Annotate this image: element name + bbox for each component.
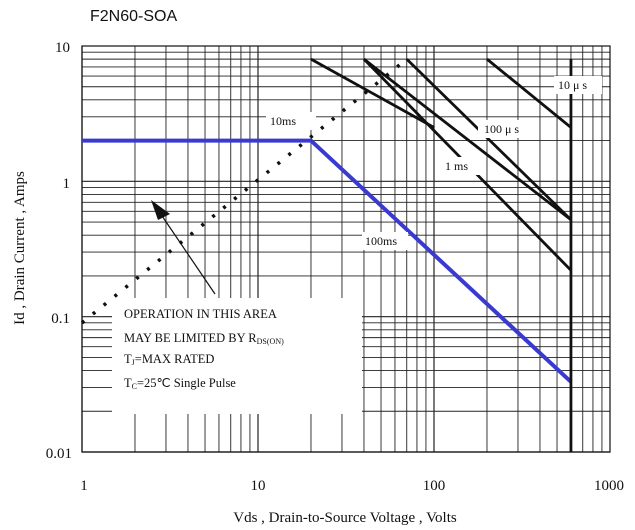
label-10ms: 10ms [270, 114, 296, 128]
note-line-1: OPERATION IN THIS AREA [124, 307, 277, 321]
label-10us: 10 μ s [558, 78, 587, 92]
soa-limit-line [82, 138, 573, 384]
label-10us-bg [554, 76, 602, 94]
x-axis-label: Vds , Drain-to-Source Voltage , Volts [233, 510, 457, 526]
arrowhead [151, 200, 170, 220]
y-tick-1: 1 [63, 176, 71, 192]
label-1ms-bg [440, 157, 482, 175]
label-100us-bg [478, 120, 538, 138]
pulse-line-10μs [486, 58, 572, 129]
label-1ms: 1 ms [445, 159, 468, 173]
rds-on-limit-line [80, 57, 408, 325]
pulse-line-100μs [405, 58, 572, 221]
x-tick-100: 100 [423, 478, 446, 494]
label-100ms-bg [362, 232, 408, 250]
note-line-2: MAY BE LIMITED BY RDS(ON) [124, 331, 284, 346]
y-axis-label: Id , Drain Current , Amps [12, 171, 28, 325]
x-tick-1000: 1000 [594, 478, 624, 494]
y-tick-0.01: 0.01 [46, 446, 72, 462]
note-arrow [157, 209, 216, 295]
y-tick-10: 10 [55, 40, 70, 56]
label-100us: 100 μ s [484, 122, 519, 136]
pulse-line-1ms [363, 58, 572, 221]
chart-title: F2N60-SOA [90, 8, 178, 25]
label-100ms: 100ms [365, 234, 397, 248]
y-tick-0.1: 0.1 [51, 311, 70, 327]
note-line-3: TJ=MAX RATED [124, 352, 214, 367]
pulse-line-10ms [310, 57, 435, 129]
label-10ms-bg [266, 112, 316, 130]
note-box [112, 298, 362, 414]
plot-frame [81, 45, 611, 453]
x-tick-10: 10 [251, 478, 266, 494]
note-line-4: TC=25℃ Single Pulse [124, 376, 236, 391]
x-tick-1: 1 [80, 478, 88, 494]
